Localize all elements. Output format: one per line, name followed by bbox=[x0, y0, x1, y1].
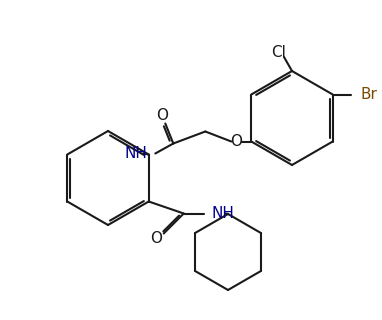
Text: NH: NH bbox=[212, 206, 235, 221]
Text: O: O bbox=[150, 231, 162, 246]
Text: Cl: Cl bbox=[272, 44, 286, 60]
Text: NH: NH bbox=[125, 146, 147, 161]
Text: Br: Br bbox=[361, 87, 377, 102]
Text: O: O bbox=[230, 134, 242, 149]
Text: O: O bbox=[156, 108, 168, 123]
